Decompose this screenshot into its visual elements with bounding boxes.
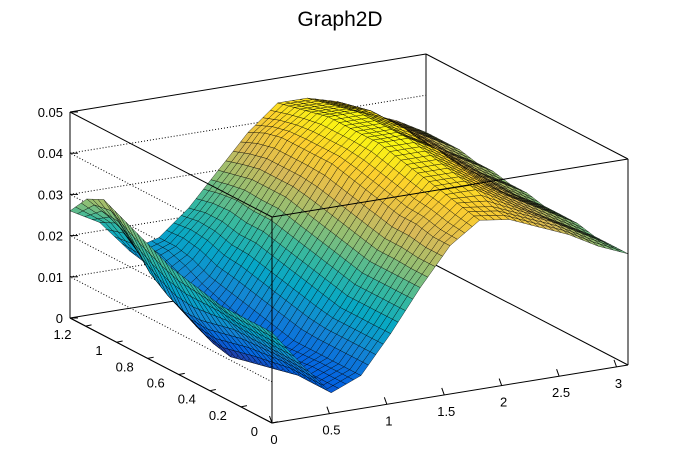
z-gridline-back-wall [69,94,427,154]
z-axis-tick-label: 0.04 [38,146,63,161]
z-gridline-left-wall [69,152,273,259]
z-gridline-left-wall [69,276,273,383]
back-top-edge [69,53,427,113]
z-gridline-left-wall [69,235,273,342]
y-axis-tick [240,405,248,408]
z-axis-tick-label: 0.03 [38,187,63,202]
y-axis-tick [116,340,123,343]
x-axis-tick-label: 3 [615,376,622,391]
z-axis-tick-label: 0 [56,311,63,326]
right-top-edge [425,53,629,160]
x-axis-tick-label: 2.5 [552,385,570,400]
front-top-edge [271,158,629,218]
x-axis-tick-label: 1.5 [437,404,455,419]
x-axis-tick [383,397,388,405]
x-axis-tick [441,387,445,396]
front-box-frame [69,53,629,424]
y-axis-tick-label: 0.8 [116,359,134,374]
chart-title: Graph2D [297,8,382,31]
y-axis-tick-label: 1.2 [53,327,71,342]
y-axis-tick-label: 0.2 [209,408,227,423]
x-axis-tick-label: 0 [270,432,277,447]
right-base-edge [425,259,629,366]
left-top-edge [69,111,273,218]
surface-cell [614,248,629,255]
y-axis-tick [147,356,154,359]
axes: 00.010.020.030.040.0500.20.40.60.811.200… [38,105,622,447]
x-axis-tick-label: 2 [500,395,507,410]
y-axis-tick [178,372,185,376]
x-axis-tick [269,415,273,424]
y-axis-tick [85,324,92,327]
x-axis-tick [498,378,503,386]
x-axis-tick-label: 1 [385,413,392,428]
y-axis-tick [271,421,279,424]
front-base-edge [271,364,629,424]
y-axis-tick-label: 0 [251,424,258,439]
x-axis-tick [613,359,617,368]
z-axis-tick-label: 0.01 [38,270,63,285]
y-axis-tick-label: 0.4 [178,392,196,407]
y-axis-tick [209,389,216,392]
surface-mesh [69,97,629,393]
x-axis-tick [556,369,560,377]
x-axis-tick [326,406,330,414]
z-axis-tick-label: 0.02 [38,229,63,244]
z-axis-tick-label: 0.05 [38,105,63,120]
y-axis-tick-label: 1 [95,343,102,358]
y-axis-line [69,317,273,424]
x-axis-tick-label: 0.5 [322,423,340,438]
y-axis-tick-label: 0.6 [147,376,165,391]
